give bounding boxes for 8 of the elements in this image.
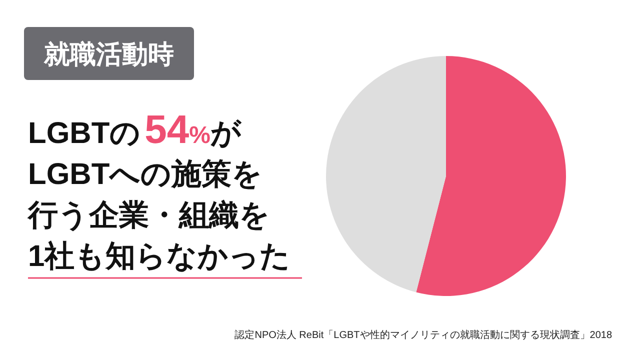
text: 認定NPO法人 ReBit「LGBTや性的マイノリティの就職活動に関する現状調査」2018 [234, 329, 612, 341]
text: 1社も知らなかった [28, 240, 291, 273]
text: LGBTへの施策を [28, 158, 263, 191]
text: LGBTの54%が [28, 108, 242, 152]
pie-slice [326, 56, 446, 292]
text: 就職活動時 [43, 39, 174, 69]
pie-slice [416, 56, 566, 296]
text: 行う企業・組織を [27, 199, 270, 232]
